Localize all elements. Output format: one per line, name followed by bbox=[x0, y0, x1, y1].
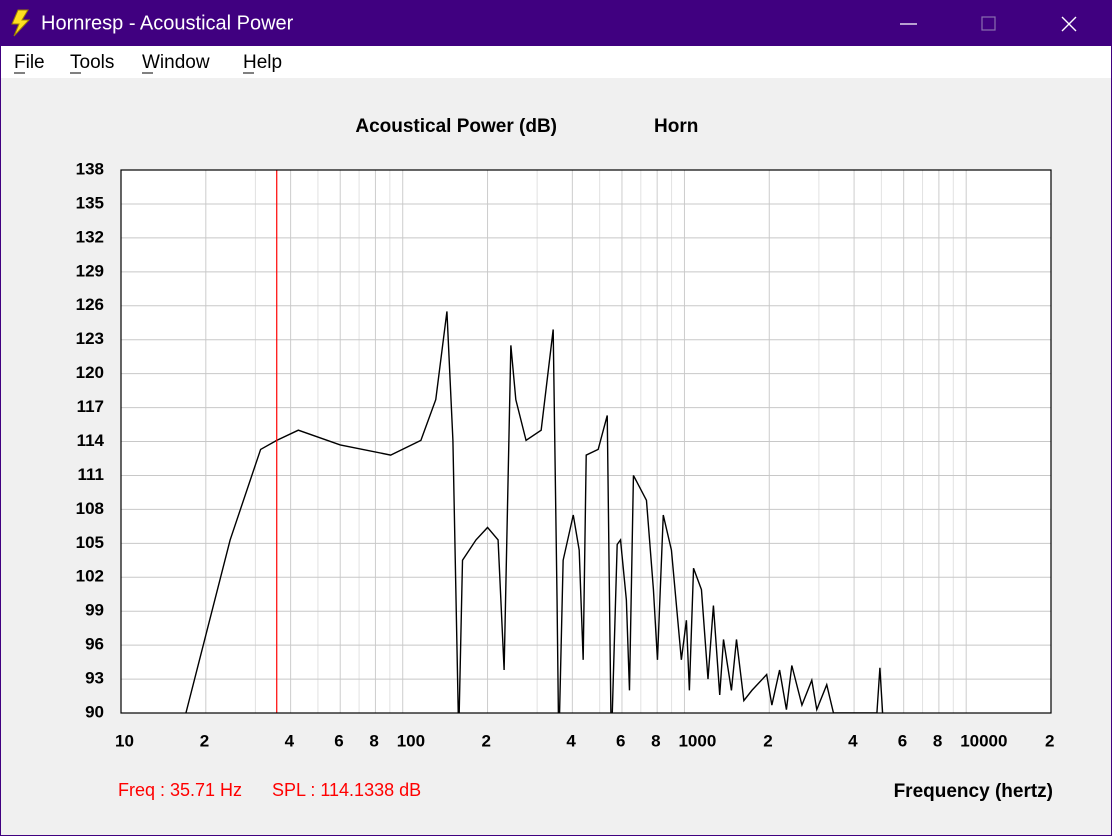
menu-item[interactable]: File bbox=[14, 52, 45, 73]
x-tick-label: 2 bbox=[200, 731, 209, 750]
y-tick-label: 138 bbox=[76, 159, 104, 178]
y-tick-label: 108 bbox=[76, 499, 104, 518]
menu-item[interactable]: Help bbox=[243, 52, 282, 73]
x-tick-label: 8 bbox=[369, 731, 378, 750]
x-tick-label: 4 bbox=[566, 731, 576, 750]
y-tick-label: 93 bbox=[85, 669, 104, 688]
plot-border bbox=[120, 169, 1052, 714]
x-tick-label: 4 bbox=[848, 731, 858, 750]
y-tick-label: 117 bbox=[77, 397, 104, 416]
maximize-button[interactable] bbox=[981, 16, 996, 31]
x-tick-label: 10 bbox=[115, 731, 134, 750]
x-tick-label: 2 bbox=[763, 731, 772, 750]
x-tick-label: 8 bbox=[933, 731, 942, 750]
y-tick-label: 114 bbox=[77, 431, 105, 450]
y-tick-label: 99 bbox=[85, 601, 104, 620]
x-tick-label: 6 bbox=[616, 731, 625, 750]
y-tick-label: 90 bbox=[85, 702, 104, 721]
y-tick-label: 132 bbox=[76, 227, 104, 246]
response-curve bbox=[185, 311, 884, 713]
y-tick-label: 120 bbox=[76, 363, 104, 382]
x-tick-label: 2 bbox=[482, 731, 491, 750]
x-tick-label: 2 bbox=[1045, 731, 1054, 750]
cursor-freq: Freq : 35.71 Hz bbox=[118, 780, 242, 800]
x-tick-label: 6 bbox=[898, 731, 907, 750]
chart-title: Acoustical Power (dB) bbox=[355, 116, 557, 137]
x-tick-label: 1000 bbox=[678, 731, 716, 750]
y-tick-label: 129 bbox=[76, 261, 104, 280]
menu-item[interactable]: Window bbox=[142, 52, 210, 73]
y-tick-label: 123 bbox=[76, 329, 104, 348]
cursor-spl: SPL : 114.1338 dB bbox=[272, 780, 421, 800]
x-tick-label: 10000 bbox=[960, 731, 1007, 750]
y-tick-label: 96 bbox=[85, 635, 104, 654]
y-tick-label: 126 bbox=[76, 295, 104, 314]
y-tick-label: 111 bbox=[78, 465, 105, 484]
menu-item[interactable]: Tools bbox=[70, 52, 114, 73]
x-axis-label: Frequency (hertz) bbox=[894, 781, 1053, 802]
y-tick-label: 135 bbox=[76, 193, 104, 212]
menu-bar bbox=[1, 46, 1111, 78]
title-bar bbox=[0, 0, 1112, 46]
y-tick-label: 105 bbox=[76, 533, 104, 552]
y-tick-label: 102 bbox=[76, 567, 104, 586]
window-title: Hornresp - Acoustical Power bbox=[41, 12, 294, 34]
close-button[interactable] bbox=[1061, 16, 1077, 32]
x-tick-label: 6 bbox=[334, 731, 343, 750]
menu-group: File Tools Window Help bbox=[14, 52, 282, 74]
x-tick-label: 4 bbox=[285, 731, 295, 750]
app-icon bbox=[11, 9, 31, 37]
chart-subtitle: Horn bbox=[654, 116, 698, 137]
x-tick-label: 100 bbox=[397, 731, 425, 750]
x-tick-label: 8 bbox=[651, 731, 660, 750]
